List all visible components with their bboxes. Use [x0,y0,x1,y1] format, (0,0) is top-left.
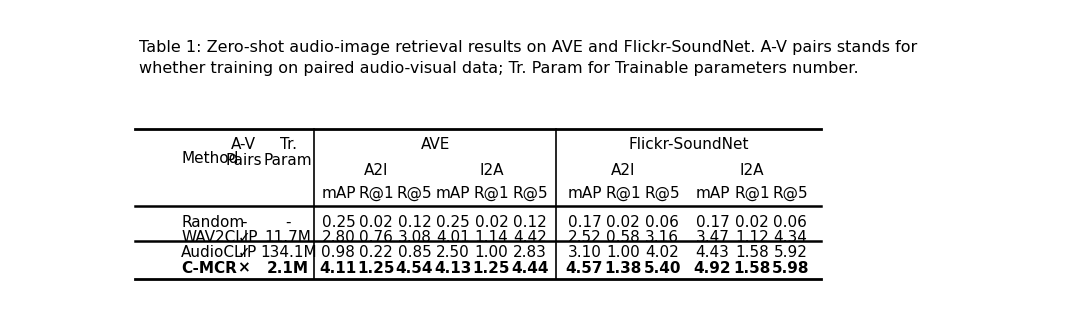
Text: 2.50: 2.50 [436,245,470,260]
Text: R@1: R@1 [734,186,770,201]
Text: 3.47: 3.47 [696,230,729,245]
Text: 4.02: 4.02 [646,245,679,260]
Text: 0.06: 0.06 [646,215,679,230]
Text: 2.52: 2.52 [568,230,602,245]
Text: 1.58: 1.58 [735,245,769,260]
Text: -: - [285,215,291,230]
Text: 4.11: 4.11 [320,260,357,275]
Text: 0.06: 0.06 [773,215,808,230]
Text: A-V: A-V [231,137,256,152]
Text: 5.98: 5.98 [771,260,809,275]
Text: Pairs: Pairs [226,153,262,168]
Text: 0.02: 0.02 [360,215,393,230]
Text: 0.25: 0.25 [322,215,355,230]
Text: 0.22: 0.22 [360,245,393,260]
Text: I2A: I2A [480,163,503,178]
Text: R@5: R@5 [512,186,548,201]
Text: 4.43: 4.43 [696,245,729,260]
Text: mAP: mAP [567,186,602,201]
Text: 1.58: 1.58 [733,260,770,275]
Text: 0.76: 0.76 [360,230,393,245]
Text: R@5: R@5 [645,186,680,201]
Text: 2.80: 2.80 [322,230,355,245]
Text: R@1: R@1 [359,186,394,201]
Text: 1.25: 1.25 [357,260,395,275]
Text: ✓: ✓ [238,230,251,245]
Text: 4.01: 4.01 [436,230,470,245]
Text: 0.85: 0.85 [397,245,431,260]
Text: C-MCR: C-MCR [181,260,237,275]
Text: Flickr-SoundNet: Flickr-SoundNet [629,137,748,152]
Text: mAP: mAP [696,186,730,201]
Text: 4.57: 4.57 [566,260,604,275]
Text: R@1: R@1 [605,186,640,201]
Text: Table 1: Zero-shot audio-image retrieval results on AVE and Flickr-SoundNet. A-V: Table 1: Zero-shot audio-image retrieval… [139,40,917,76]
Text: A2I: A2I [364,163,389,178]
Text: 0.98: 0.98 [322,245,355,260]
Text: 1.12: 1.12 [735,230,769,245]
Text: 4.13: 4.13 [434,260,472,275]
Text: 4.34: 4.34 [773,230,808,245]
Text: 5.40: 5.40 [644,260,681,275]
Text: 3.16: 3.16 [646,230,679,245]
Text: 1.00: 1.00 [475,245,509,260]
Text: AVE: AVE [420,137,449,152]
Text: Param: Param [264,153,312,168]
Text: 4.42: 4.42 [513,230,546,245]
Text: ×: × [238,260,251,275]
Text: R@5: R@5 [396,186,432,201]
Text: ✓: ✓ [238,245,251,260]
Text: R@5: R@5 [772,186,808,201]
Text: 3.10: 3.10 [567,245,602,260]
Text: 0.17: 0.17 [568,215,602,230]
Text: Method: Method [181,151,239,166]
Text: 1.38: 1.38 [605,260,642,275]
Text: A2I: A2I [611,163,635,178]
Text: Tr.: Tr. [280,137,297,152]
Text: 4.92: 4.92 [693,260,731,275]
Text: WAV2CLIP: WAV2CLIP [181,230,257,245]
Text: R@1: R@1 [474,186,510,201]
Text: 11.7M: 11.7M [265,230,312,245]
Text: 0.02: 0.02 [475,215,509,230]
Text: 0.25: 0.25 [436,215,470,230]
Text: 0.58: 0.58 [606,230,639,245]
Text: 1.00: 1.00 [606,245,639,260]
Text: 0.02: 0.02 [606,215,639,230]
Text: 2.83: 2.83 [513,245,546,260]
Text: 2.1M: 2.1M [267,260,309,275]
Text: AudioCLIP: AudioCLIP [181,245,257,260]
Text: 5.92: 5.92 [773,245,808,260]
Text: 1.25: 1.25 [473,260,511,275]
Text: 0.17: 0.17 [696,215,729,230]
Text: mAP: mAP [321,186,355,201]
Text: 1.14: 1.14 [475,230,509,245]
Text: 134.1M: 134.1M [260,245,316,260]
Text: 0.12: 0.12 [513,215,546,230]
Text: Random: Random [181,215,244,230]
Text: 0.12: 0.12 [397,215,431,230]
Text: -: - [241,215,246,230]
Text: I2A: I2A [740,163,764,178]
Text: 3.08: 3.08 [397,230,432,245]
Text: mAP: mAP [436,186,470,201]
Text: 0.02: 0.02 [735,215,769,230]
Text: 4.44: 4.44 [511,260,549,275]
Text: 4.54: 4.54 [395,260,433,275]
